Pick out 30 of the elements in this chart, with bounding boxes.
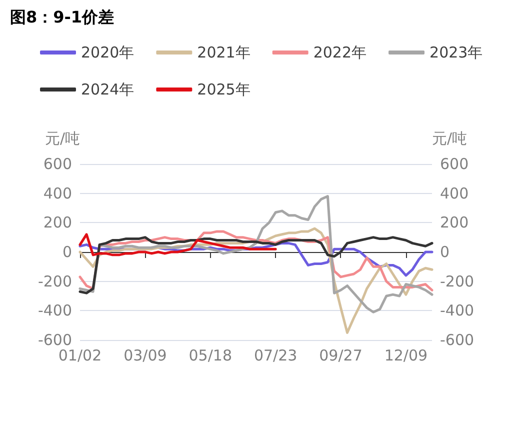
legend-label: 2025年: [197, 80, 250, 98]
x-tick-label: 03/09: [124, 346, 167, 364]
x-tick-label: 01/02: [58, 346, 102, 364]
y-tick-label: -400: [38, 302, 72, 320]
legend-label: 2020年: [81, 44, 134, 62]
y2-tick-label: -400: [440, 302, 474, 320]
x-tick-label: 12/09: [384, 346, 428, 364]
x-tick-label: 09/27: [319, 346, 362, 364]
legend-label: 2024年: [81, 80, 134, 98]
y-tick-label: -600: [38, 331, 72, 349]
y-axis-title: 元/吨: [44, 130, 80, 148]
y2-tick-label: -600: [440, 331, 474, 349]
y2-tick-label: 0: [440, 243, 450, 261]
y-tick-label: 600: [43, 155, 72, 173]
y2-tick-label: 200: [440, 214, 469, 232]
y2-tick-label: 600: [440, 155, 469, 173]
x-tick-label: 05/18: [188, 346, 232, 364]
y-tick-label: 400: [43, 184, 72, 202]
y-tick-label: -200: [38, 272, 72, 290]
x-tick-label: 07/23: [254, 346, 298, 364]
y2-tick-label: -200: [440, 272, 474, 290]
chart-title: 图8：9-1价差: [10, 8, 114, 26]
legend-label: 2023年: [430, 44, 483, 62]
y2-axis-title: 元/吨: [432, 130, 468, 148]
legend-label: 2022年: [313, 44, 367, 62]
line-series: [78, 233, 277, 256]
y-tick-label: 0: [62, 243, 72, 261]
y2-tick-label: 400: [440, 184, 469, 202]
legend-label: 2021年: [197, 44, 250, 62]
y-tick-label: 200: [43, 214, 72, 232]
